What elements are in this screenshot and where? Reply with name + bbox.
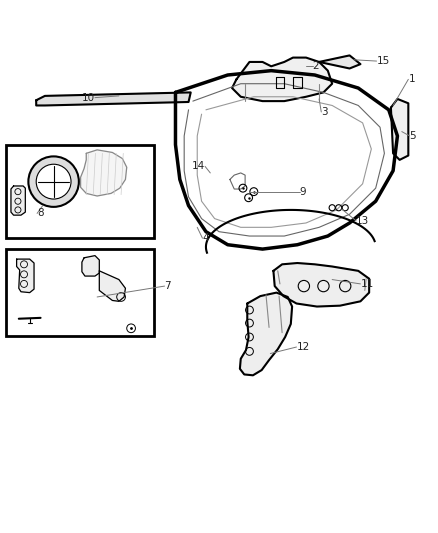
Polygon shape bbox=[81, 150, 127, 196]
Polygon shape bbox=[391, 99, 408, 160]
Polygon shape bbox=[176, 71, 397, 249]
Text: 5: 5 bbox=[410, 131, 416, 141]
Polygon shape bbox=[232, 58, 332, 101]
Text: 13: 13 bbox=[356, 216, 369, 226]
Text: 15: 15 bbox=[377, 56, 390, 66]
Bar bbox=[6, 144, 154, 238]
Text: 3: 3 bbox=[321, 107, 328, 117]
Polygon shape bbox=[240, 293, 292, 375]
Text: 11: 11 bbox=[360, 279, 374, 289]
Text: 7: 7 bbox=[165, 281, 171, 291]
Polygon shape bbox=[36, 92, 191, 106]
Text: 8: 8 bbox=[37, 208, 44, 219]
Polygon shape bbox=[273, 263, 369, 306]
Polygon shape bbox=[319, 55, 360, 68]
Polygon shape bbox=[17, 259, 34, 293]
Text: 14: 14 bbox=[192, 161, 205, 172]
Polygon shape bbox=[11, 186, 25, 215]
Polygon shape bbox=[82, 256, 99, 276]
Polygon shape bbox=[99, 271, 125, 301]
Text: 10: 10 bbox=[82, 93, 95, 103]
Text: 2: 2 bbox=[313, 61, 319, 71]
Bar bbox=[6, 249, 154, 336]
Text: 4: 4 bbox=[202, 233, 209, 243]
Text: 1: 1 bbox=[408, 75, 415, 84]
Text: 12: 12 bbox=[297, 342, 310, 352]
Circle shape bbox=[36, 164, 71, 199]
Text: 9: 9 bbox=[300, 187, 306, 197]
Circle shape bbox=[28, 156, 79, 207]
